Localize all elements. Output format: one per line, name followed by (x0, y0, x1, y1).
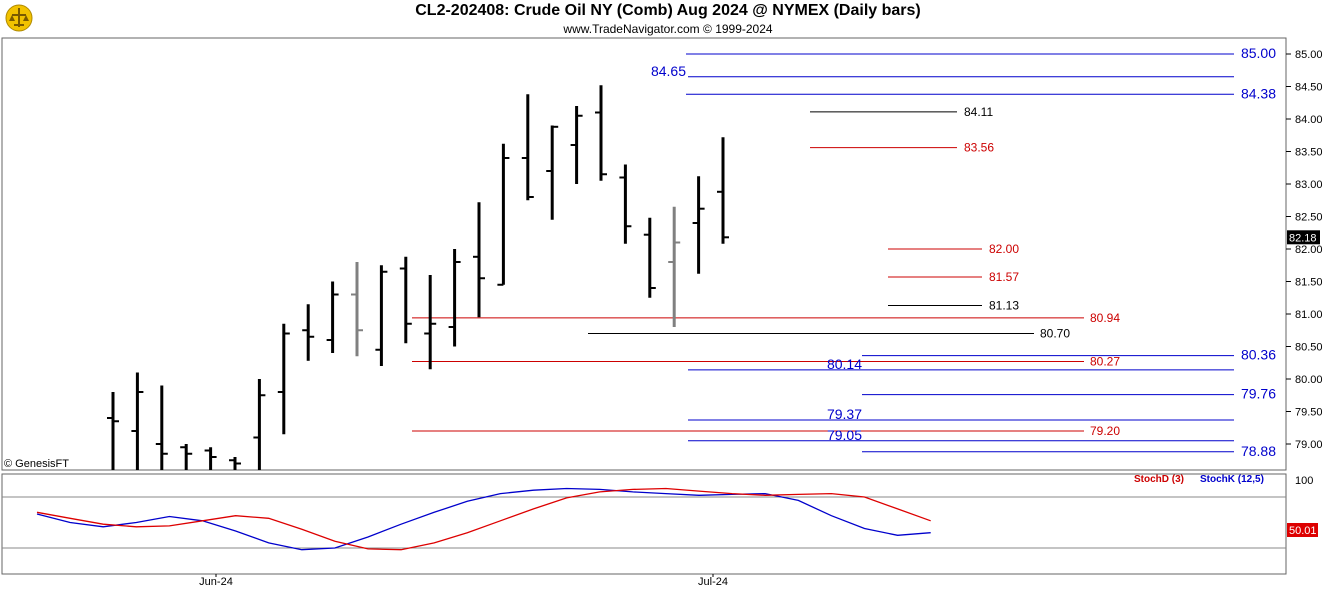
ohlc-bar (351, 262, 363, 357)
indicator-panel-border (1, 473, 1287, 575)
stochD-line (36, 487, 931, 551)
level-label: 80.94 (1090, 311, 1120, 325)
ohlc-bar (107, 392, 119, 470)
x-tick-label: Jun-24 (199, 576, 233, 588)
ohlc-bar (229, 457, 241, 470)
ohlc-bar (277, 323, 290, 435)
ohlc-bar (155, 385, 168, 470)
level-label: 84.38 (1241, 85, 1276, 101)
y-tick-label: 84.50 (1295, 82, 1323, 94)
stochK-line (36, 487, 931, 551)
level-label: 84.65 (651, 63, 686, 79)
ohlc-bar (521, 94, 534, 201)
last-price-box (1287, 230, 1320, 245)
watermark: © GenesisFT (4, 458, 69, 470)
y-tick-label: 85.00 (1295, 49, 1323, 61)
last-price-label: 82.18 (1289, 232, 1317, 244)
stoch-last-label: 50.01 (1289, 525, 1317, 537)
y-tick-label: 80.00 (1295, 374, 1323, 386)
price-levels: 85.00 84.65 84.38 84.11 83.56 82.00 81.57 81.13… (412, 45, 1276, 459)
level-label: 80.14 (827, 356, 862, 372)
ohlc-bar (326, 281, 339, 353)
ohlc-bar (131, 372, 144, 470)
stochastic-panel: 100 50.01 StochD (3) StochK (12,5) (2, 474, 1318, 551)
level-label: 82.00 (989, 242, 1019, 256)
x-tick-label: Jul-24 (698, 576, 728, 588)
ohlc-bar (570, 106, 583, 184)
y-tick-label: 80.50 (1295, 342, 1323, 354)
y-tick-label: 81.00 (1295, 309, 1323, 321)
ohlc-bar (253, 379, 266, 470)
y-tick-label: 82.50 (1295, 212, 1323, 224)
ohlc-bar (643, 217, 656, 298)
level-label: 80.36 (1241, 347, 1276, 363)
ohlc-bar (717, 137, 729, 244)
y-tick-label: 79.50 (1295, 407, 1323, 419)
ohlc-bar (595, 85, 607, 181)
ohlc-bar (668, 206, 681, 327)
chart-frame (1, 37, 1287, 575)
y-tick-label: 79.00 (1295, 439, 1323, 451)
level-label: 79.05 (827, 427, 862, 443)
level-label: 78.88 (1241, 443, 1276, 459)
ohlc-bar (204, 447, 217, 470)
ohlc-bar (375, 265, 388, 366)
trade-navigator-logo-icon (4, 3, 34, 33)
level-label: 80.70 (1040, 327, 1070, 341)
y-tick-label: 83.50 (1295, 147, 1323, 159)
ohlc-bar (619, 164, 632, 244)
level-label: 81.13 (989, 299, 1019, 313)
y-tick-label: 83.00 (1295, 179, 1323, 191)
chart-subtitle: www.TradeNavigator.com © 1999-2024 (563, 22, 773, 36)
level-label: 79.37 (827, 406, 862, 422)
y-tick-label: 84.00 (1295, 114, 1323, 126)
price-panel-border (1, 37, 1287, 471)
level-label: 84.11 (964, 105, 993, 119)
level-label: 81.57 (989, 270, 1019, 284)
ohlc-bar (448, 249, 461, 347)
level-label: 83.56 (964, 141, 994, 155)
legend-entry: StochK (12,5) (1200, 474, 1264, 485)
level-label: 85.00 (1241, 45, 1276, 61)
time-axis: Jun-24 Jul-24 (199, 574, 728, 588)
y-tick-label: 82.00 (1295, 244, 1323, 256)
chart-title: CL2-202408: Crude Oil NY (Comb) Aug 2024… (415, 2, 921, 19)
ohlc-bar (302, 304, 315, 361)
level-label: 79.76 (1241, 386, 1276, 402)
ohlc-bar (692, 176, 705, 274)
y-tick-label: 81.50 (1295, 277, 1323, 289)
ohlc-bar (546, 125, 559, 220)
price-axis: 85.00 84.50 84.00 83.50 83.00 82.50 82.00 81.50… (1286, 49, 1323, 451)
level-label: 79.20 (1090, 424, 1120, 438)
ohlc-bars (107, 85, 729, 470)
ohlc-bar (473, 202, 485, 318)
level-label: 80.27 (1090, 354, 1120, 368)
ohlc-bar (497, 143, 510, 286)
ohlc-bar (399, 256, 412, 344)
ohlc-bar (424, 275, 437, 370)
stoch-last-box (1287, 523, 1318, 537)
legend-entry: StochD (3) (1134, 474, 1184, 485)
ohlc-bar (180, 444, 193, 470)
stoch-tick-label: 100 (1295, 475, 1313, 487)
